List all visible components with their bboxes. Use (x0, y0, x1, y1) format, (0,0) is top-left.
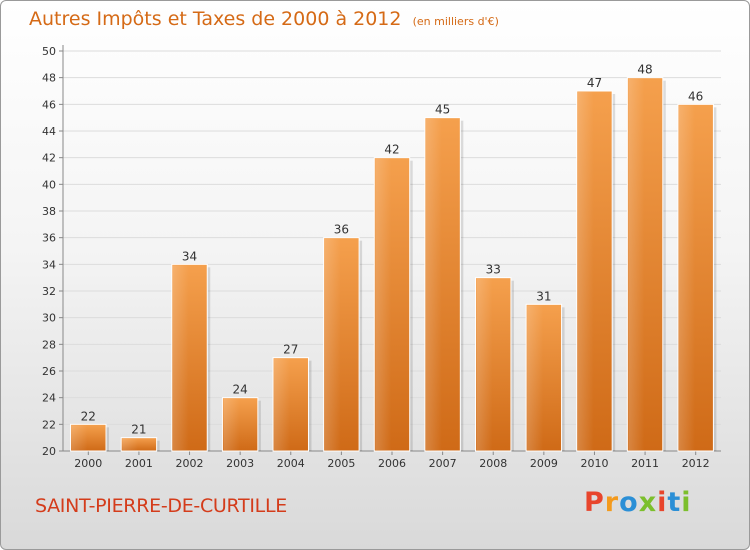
y-tick-label: 30 (42, 312, 56, 325)
y-tick-label: 22 (42, 418, 56, 431)
data-label: 47 (587, 76, 602, 90)
y-tick-label: 26 (42, 365, 56, 378)
y-tick-label: 48 (42, 72, 56, 85)
logo-letter: r (604, 487, 620, 518)
x-tick-label: 2006 (378, 457, 406, 470)
chart-title: Autres Impôts et Taxes de 2000 à 2012 (29, 8, 402, 30)
bar-highlight (678, 105, 695, 450)
y-tick-label: 20 (42, 445, 56, 458)
bar-highlight (577, 92, 594, 450)
chart-subtitle: (en milliers d'€) (412, 15, 499, 28)
logo-letter: o (619, 487, 639, 518)
bar-highlight (223, 398, 240, 450)
x-tick-label: 2010 (580, 457, 608, 470)
x-tick-label: 2011 (631, 457, 659, 470)
y-tick-label: 40 (42, 178, 56, 191)
y-tick-label: 46 (42, 98, 56, 111)
x-tick-label: 2012 (682, 457, 710, 470)
y-tick-label: 28 (42, 338, 56, 351)
x-tick-label: 2001 (125, 457, 153, 470)
x-tick-label: 2009 (530, 457, 558, 470)
data-label: 48 (637, 63, 652, 77)
bars (70, 77, 717, 452)
y-tick-label: 34 (42, 258, 56, 271)
data-label: 21 (131, 423, 146, 437)
data-label: 45 (435, 103, 450, 117)
data-label: 34 (182, 249, 197, 263)
proxiti-logo: Proxiti (584, 487, 692, 518)
bar-highlight (628, 78, 645, 451)
logo-letter: i (681, 487, 692, 518)
data-label: 33 (486, 263, 501, 277)
data-label: 31 (536, 289, 551, 303)
data-label: 27 (283, 343, 298, 357)
x-tick-label: 2000 (74, 457, 102, 470)
bar-highlight (375, 158, 392, 450)
logo-letter: i (657, 487, 668, 518)
y-tick-label: 38 (42, 205, 56, 218)
x-tick-label: 2004 (277, 457, 305, 470)
bar-highlight (527, 305, 544, 450)
bar-highlight (122, 438, 139, 450)
logo-letter: t (667, 487, 682, 518)
logo-letter: x (638, 487, 658, 518)
y-tick-label: 50 (42, 45, 56, 58)
y-tick-label: 44 (42, 125, 56, 138)
data-label: 22 (81, 409, 96, 423)
bar-highlight (476, 278, 493, 450)
bar-highlight (274, 358, 290, 450)
x-tick-label: 2007 (429, 457, 457, 470)
bar-highlight (324, 238, 341, 450)
y-tick-label: 42 (42, 152, 56, 165)
x-tick-label: 2002 (176, 457, 204, 470)
axes: 20 22 24 26 28 30 32 34 36 38 40 42 44 46 48 50 2000 2001… (42, 45, 721, 470)
bar-highlight (172, 265, 189, 450)
logo-letter: P (584, 487, 605, 518)
data-label: 46 (688, 89, 703, 103)
x-tick-label: 2005 (327, 457, 355, 470)
data-labels: 22 21 34 24 27 36 42 45 33 31 47 48 46 (81, 63, 704, 437)
x-tick-label: 2003 (226, 457, 254, 470)
x-tick-label: 2008 (479, 457, 507, 470)
y-tick-label: 36 (42, 232, 56, 245)
data-label: 24 (233, 383, 248, 397)
chart-title-block: Autres Impôts et Taxes de 2000 à 2012 (e… (29, 8, 499, 30)
bar-highlight (71, 425, 88, 450)
commune-name: SAINT-PIERRE-DE-CURTILLE (35, 495, 287, 517)
y-tick-label: 32 (42, 285, 56, 298)
y-tick-label: 24 (42, 392, 56, 405)
data-label: 42 (384, 143, 399, 157)
data-label: 36 (334, 223, 349, 237)
bar-highlight (425, 118, 442, 451)
